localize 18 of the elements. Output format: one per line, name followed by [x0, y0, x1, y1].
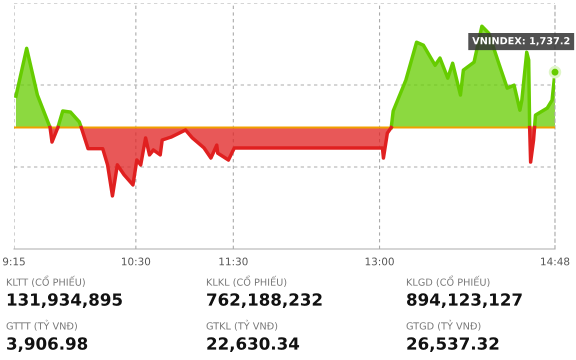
text: 26,537.32 — [407, 337, 498, 352]
x-tick-label: 10:30 — [122, 258, 150, 266]
text: KLKL (CỔ PHIẾU) — [206, 276, 286, 287]
text: GTKL (TỶ VNĐ) — [206, 320, 278, 331]
text: 762,188,232 — [207, 293, 322, 308]
x-tick-label: 13:00 — [366, 258, 394, 266]
x-tick-label: 9:15 — [2, 258, 25, 266]
annotation: VNINDEX: 1,737.2 — [472, 37, 570, 46]
text: 22,630.34 — [207, 337, 300, 352]
text: 3,906.98 — [7, 337, 88, 352]
text: GTTT (TỶ VNĐ) — [6, 320, 77, 331]
text: GTGD (TỶ VNĐ) — [406, 320, 480, 331]
text: KLGD (CỔ PHIẾU) — [406, 276, 490, 287]
text: KLTT (CỔ PHIẾU) — [6, 276, 85, 287]
x-tick-label: 14:48 — [541, 258, 570, 266]
text: 131,934,895 — [8, 293, 122, 308]
text: 894,123,127 — [407, 293, 522, 308]
x-tick-label: 11:30 — [219, 258, 248, 266]
